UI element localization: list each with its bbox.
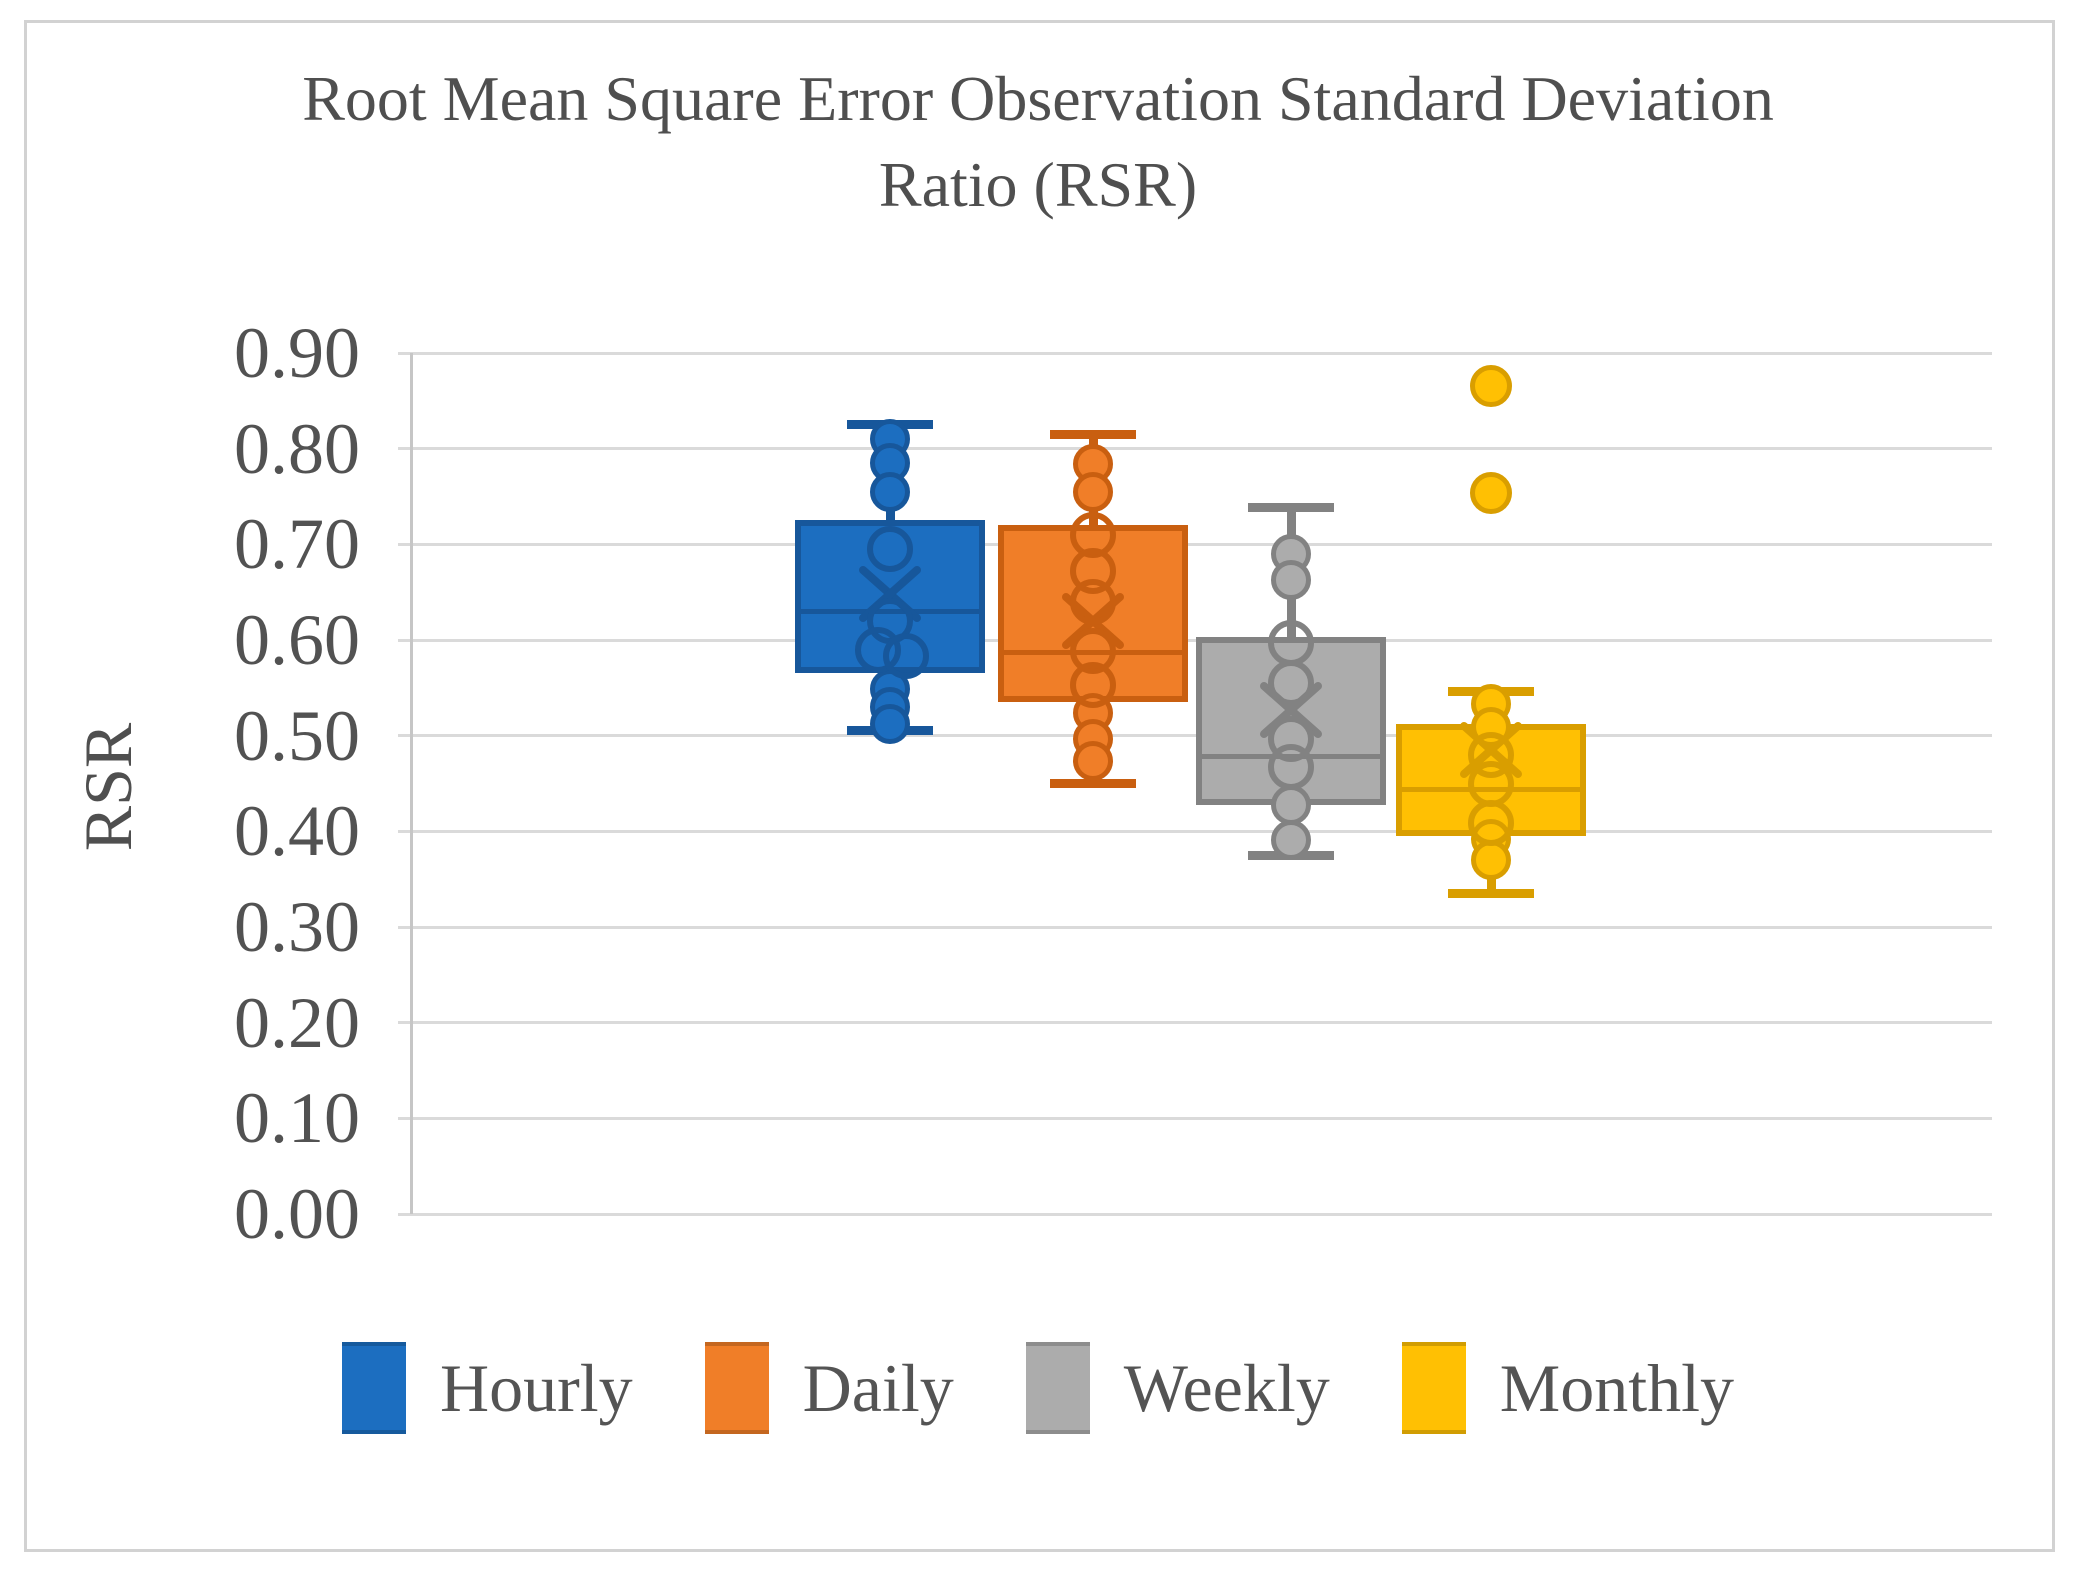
legend-swatch-monthly (1401, 1342, 1466, 1434)
chart-title-text: Root Mean Square Error Observation Stand… (302, 63, 1774, 220)
legend-item-daily: Daily (704, 1342, 954, 1434)
data-point-open-monthly (1468, 799, 1514, 846)
data-point-open-weekly (1268, 619, 1314, 666)
gridline (398, 542, 1992, 546)
data-point-open-weekly (1268, 744, 1314, 791)
lower-whisker-cap-daily (1050, 779, 1136, 788)
gridline (398, 351, 1992, 355)
legend-item-hourly: Hourly (342, 1342, 633, 1434)
legend-swatch-weekly (1025, 1342, 1090, 1434)
gridline (398, 1021, 1992, 1025)
gridline (398, 1212, 1992, 1216)
legend-label-daily: Daily (802, 1350, 954, 1426)
chart-title: Root Mean Square Error Observation Stand… (0, 56, 2076, 228)
gridline (398, 1116, 1992, 1120)
y-tick-label: 0.10 (234, 1078, 360, 1159)
upper-whisker-cap-weekly (1248, 502, 1334, 512)
legend-item-weekly: Weekly (1025, 1342, 1330, 1434)
chart-frame (24, 20, 2055, 1552)
data-point-open-weekly (1268, 660, 1314, 707)
legend-label-hourly: Hourly (440, 1350, 633, 1426)
legend: Hourly Daily Weekly Monthly (0, 1342, 2076, 1434)
legend-item-monthly: Monthly (1401, 1342, 1734, 1434)
gridline (398, 638, 1992, 642)
data-point-hourly (870, 704, 910, 745)
y-tick-label: 0.30 (234, 887, 360, 967)
gridline (398, 447, 1992, 451)
legend-swatch-hourly (342, 1342, 406, 1434)
y-tick-label: 0.40 (234, 791, 360, 872)
y-tick-label: 0.50 (234, 695, 360, 776)
legend-label-monthly: Monthly (1499, 1350, 1734, 1426)
gridline (398, 829, 1992, 833)
data-point-weekly (1271, 559, 1311, 600)
outlier-point-monthly (1470, 365, 1512, 408)
data-point-weekly (1271, 819, 1311, 860)
y-tick-label: 0.00 (234, 1174, 360, 1254)
data-point-monthly (1471, 840, 1511, 881)
y-tick-label: 0.90 (234, 313, 360, 393)
data-point-daily (1073, 740, 1113, 781)
y-axis-line (410, 353, 413, 1214)
y-tick-label: 0.20 (234, 982, 360, 1063)
y-tick-label: 0.80 (234, 408, 360, 489)
gridline (398, 925, 1992, 929)
outlier-point-monthly (1470, 471, 1512, 514)
data-point-open-daily (1070, 661, 1116, 708)
data-point-hourly (870, 471, 910, 512)
data-point-open-daily (1070, 578, 1116, 625)
data-point-daily (1073, 471, 1113, 512)
upper-whisker-cap-daily (1050, 429, 1136, 439)
data-point-open-hourly (867, 526, 913, 573)
data-point-weekly (1271, 784, 1311, 825)
y-tick-label: 0.60 (234, 600, 360, 680)
data-point-open-hourly (883, 633, 929, 680)
gridline (398, 734, 1992, 738)
legend-label-weekly: Weekly (1123, 1350, 1330, 1426)
lower-whisker-cap-monthly (1448, 889, 1534, 899)
legend-swatch-daily (704, 1342, 769, 1434)
y-tick-label: 0.70 (234, 504, 360, 585)
